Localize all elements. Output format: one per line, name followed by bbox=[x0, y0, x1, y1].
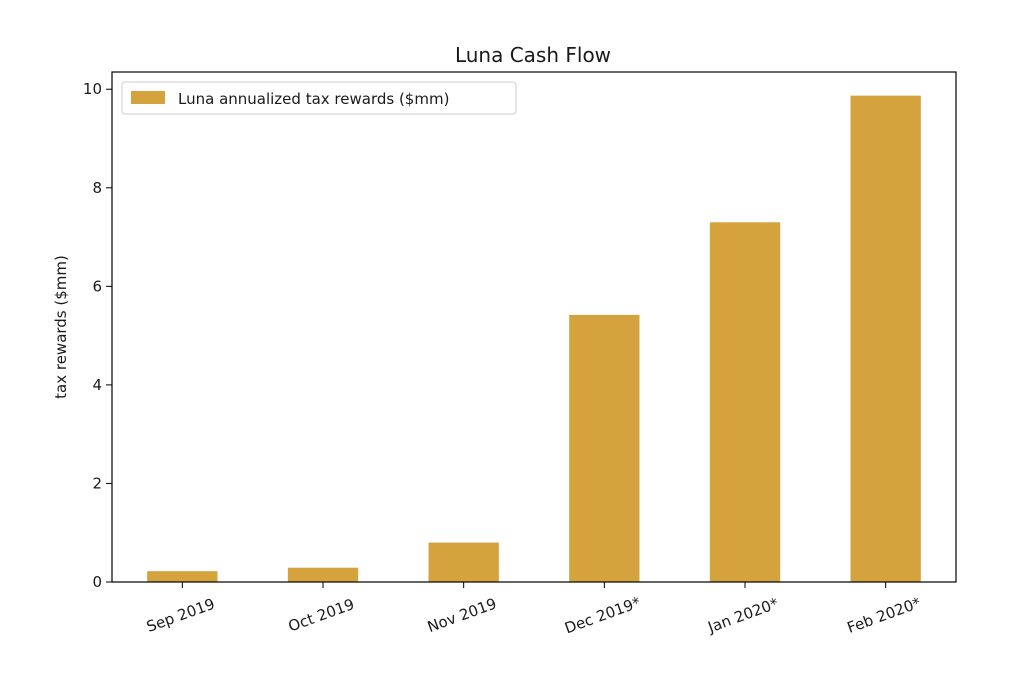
y-tick-label-5: 10 bbox=[83, 80, 102, 98]
x-tick-label-1: Oct 2019 bbox=[286, 595, 357, 635]
x-tick-label-0: Sep 2019 bbox=[144, 595, 217, 636]
plot-area-frame bbox=[111, 71, 957, 583]
bar-5 bbox=[850, 95, 921, 583]
bar-0 bbox=[147, 571, 218, 582]
bar-4 bbox=[709, 222, 781, 582]
y-axis-ticks: 0 2 4 6 8 10 bbox=[83, 80, 112, 591]
x-tick-label-4: Jan 2020* bbox=[705, 594, 782, 637]
bar-1 bbox=[287, 567, 359, 582]
legend-box bbox=[121, 81, 517, 115]
x-tick-label-2: Nov 2019 bbox=[425, 594, 499, 636]
bar-3 bbox=[569, 314, 640, 582]
bar-2 bbox=[428, 542, 499, 582]
legend-label: Luna annualized tax rewards ($mm) bbox=[178, 90, 449, 108]
legend-swatch bbox=[131, 91, 165, 104]
y-tick-label-1: 2 bbox=[92, 474, 102, 492]
y-tick-label-0: 0 bbox=[92, 573, 102, 591]
x-axis-ticks: Sep 2019 Oct 2019 Nov 2019 Dec 2019* Jan 202… bbox=[144, 582, 924, 637]
y-tick-label-3: 6 bbox=[92, 277, 102, 295]
y-tick-label-4: 8 bbox=[92, 179, 102, 197]
bars-group bbox=[147, 95, 921, 583]
chart-title: Luna Cash Flow bbox=[455, 43, 611, 67]
x-tick-label-5: Feb 2020* bbox=[845, 594, 924, 637]
y-tick-label-2: 4 bbox=[92, 376, 102, 394]
y-axis-label: tax rewards ($mm) bbox=[52, 255, 70, 399]
legend: Luna annualized tax rewards ($mm) bbox=[121, 81, 517, 115]
x-tick-label-3: Dec 2019* bbox=[562, 593, 643, 637]
